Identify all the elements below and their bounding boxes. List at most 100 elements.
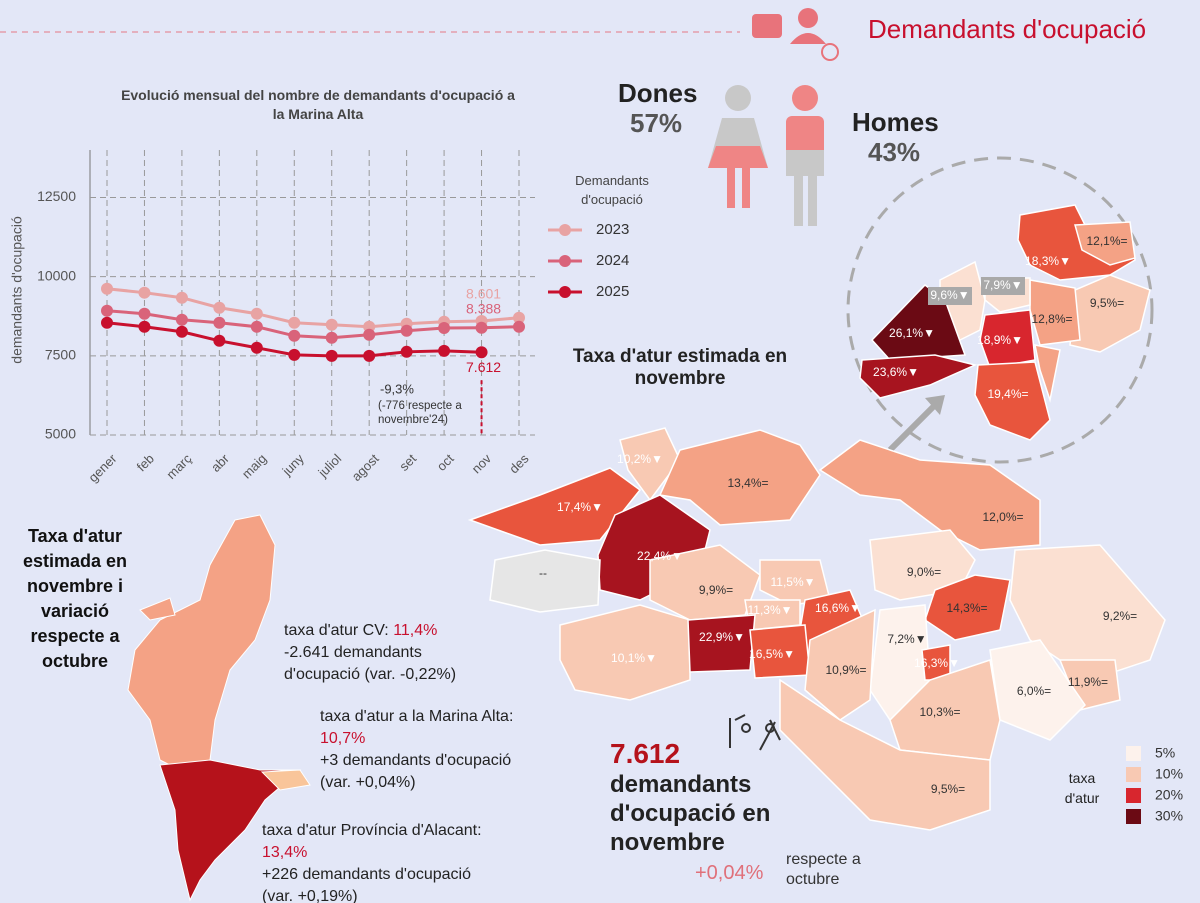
pa-block: taxa d'atur Província d'Alacant: 13,4% +… xyxy=(262,820,502,903)
series-line xyxy=(106,287,520,329)
inset-label-bg xyxy=(928,287,972,305)
inset-region-label: 9,6%▼ xyxy=(930,288,969,302)
region-label: 11,3%▼ xyxy=(747,603,792,617)
y-tick-label: 5000 xyxy=(45,426,76,442)
series-point xyxy=(101,304,113,317)
inset-arrow xyxy=(887,402,938,453)
series-point xyxy=(475,346,488,359)
series-point xyxy=(175,313,188,326)
region-label: 12,0%= xyxy=(982,510,1023,524)
summary-change: +0,04% xyxy=(695,862,764,884)
inset-arrow-head xyxy=(925,395,945,415)
cv-block: taxa d'atur CV: 11,4% -2.641 demandants … xyxy=(284,620,494,686)
inset-region-label: 9,5%= xyxy=(1090,296,1124,310)
annotation-text: (-776 respecte a novembre'24) xyxy=(378,400,462,426)
series-point xyxy=(475,321,488,334)
series-point xyxy=(250,320,263,333)
series-point xyxy=(175,291,188,304)
series-point xyxy=(138,307,151,320)
legend-label: 10% xyxy=(1155,766,1183,782)
inset-region-label: 12,1%= xyxy=(1086,234,1127,248)
summary-text: demandants d'ocupació en novembre xyxy=(610,771,771,856)
region-label: 9,9%= xyxy=(699,583,733,597)
inset-region-label: 12,8%= xyxy=(1031,312,1072,326)
series-line xyxy=(106,309,520,340)
region-label: 9,0%= xyxy=(907,565,941,579)
series-point xyxy=(288,348,301,361)
region-label: -- xyxy=(539,566,547,580)
series-point xyxy=(513,311,525,324)
inset-label-bg xyxy=(981,277,1025,295)
pa-rate: 13,4% xyxy=(262,844,308,861)
y-tick-label: 10000 xyxy=(37,267,76,283)
cv-map xyxy=(127,514,311,902)
annotation-pct: -9,3% xyxy=(380,381,414,396)
y-tick-label: 7500 xyxy=(45,347,76,363)
legend-title: taxa d'atur xyxy=(1065,770,1100,806)
region-label: 22,4%▼ xyxy=(637,549,683,563)
series-point xyxy=(138,320,151,333)
region-label: 11,5%▼ xyxy=(770,575,815,589)
inset-region-label: 7,9%▼ xyxy=(983,278,1022,292)
women-label: Dones xyxy=(618,78,698,108)
summary-change-text: respecte a octubre xyxy=(786,851,861,888)
cv-label: taxa d'atur CV: xyxy=(284,622,389,639)
value-label: 7.612 xyxy=(466,359,501,375)
region-label: 16,3%▼ xyxy=(914,656,960,670)
series-point xyxy=(288,316,301,329)
legend-label: 30% xyxy=(1155,808,1183,824)
region-label: 22,9%▼ xyxy=(699,630,745,644)
inset-map xyxy=(859,204,1151,441)
region-label: 10,9%= xyxy=(825,663,866,677)
series-point xyxy=(400,324,413,337)
region-label: 17,4%▼ xyxy=(557,500,603,514)
series-point xyxy=(325,318,338,331)
y-axis-label: demandants d'ocupació xyxy=(9,216,25,364)
region-label: 16,6%▼ xyxy=(815,601,861,615)
series-point xyxy=(363,328,376,341)
inset-region-label: 18,9%▼ xyxy=(977,333,1023,347)
series-point xyxy=(325,349,338,362)
header-title: Demandants d'ocupació xyxy=(868,14,1147,44)
region-label: 9,2%= xyxy=(1103,609,1137,623)
ma-block: taxa d'atur a la Marina Alta: 10,7% +3 d… xyxy=(320,706,530,794)
region-label: 14,3%= xyxy=(946,601,987,615)
inset-region-label: 19,4%= xyxy=(987,387,1028,401)
inset-region-label: 26,1%▼ xyxy=(889,326,935,340)
region-label: 13,4%= xyxy=(727,476,768,490)
legend-swatch-point xyxy=(559,224,571,236)
series-point xyxy=(213,334,226,347)
cv-title: Taxa d'atur estimada en novembre i varia… xyxy=(22,526,128,671)
legend-title: Demandants d'ocupació xyxy=(575,173,649,207)
cv-rate: 11,4% xyxy=(393,622,438,639)
legend-swatch-point xyxy=(559,255,571,267)
value-label: 8.601 xyxy=(466,286,501,302)
legend-swatch xyxy=(1126,767,1141,782)
y-tick-label: 12500 xyxy=(37,188,76,204)
series-point xyxy=(138,286,151,299)
chart-title: Evolució mensual del nombre de demandant… xyxy=(121,87,515,122)
legend-swatch xyxy=(1126,809,1141,824)
region-label: 10,1%▼ xyxy=(611,651,657,665)
women-value: 57% xyxy=(630,108,683,138)
series-point xyxy=(288,329,301,342)
ma-detail: +3 demandants d'ocupació (var. +0,04%) xyxy=(320,752,512,791)
series-point xyxy=(250,341,263,354)
series-point xyxy=(438,321,451,334)
main-map xyxy=(467,427,1166,831)
region-label: 7,2%▼ xyxy=(887,632,926,646)
series-point xyxy=(213,316,226,329)
series-point xyxy=(325,331,338,344)
ma-rate: 10,7% xyxy=(320,730,366,747)
line-chart: Evolució mensual del nombre de demandant… xyxy=(9,87,650,485)
men-label: Homes xyxy=(852,107,939,137)
legend-label: 20% xyxy=(1155,787,1183,803)
series-point xyxy=(250,307,263,320)
inset-region-label: 23,6%▼ xyxy=(873,365,919,379)
series-point xyxy=(363,349,376,362)
woman-icon xyxy=(708,85,768,208)
region-label: 9,5%= xyxy=(931,782,965,796)
series-point xyxy=(213,301,226,314)
